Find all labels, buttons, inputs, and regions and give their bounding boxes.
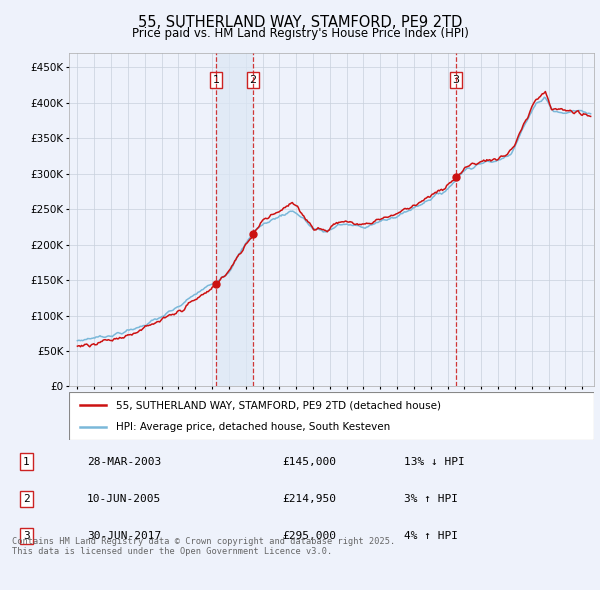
Text: £145,000: £145,000 bbox=[283, 457, 337, 467]
Text: £295,000: £295,000 bbox=[283, 531, 337, 541]
Text: 30-JUN-2017: 30-JUN-2017 bbox=[87, 531, 161, 541]
Text: 3% ↑ HPI: 3% ↑ HPI bbox=[404, 494, 458, 504]
Text: Price paid vs. HM Land Registry's House Price Index (HPI): Price paid vs. HM Land Registry's House … bbox=[131, 27, 469, 40]
Text: 3: 3 bbox=[23, 531, 30, 541]
FancyBboxPatch shape bbox=[69, 392, 594, 440]
Text: HPI: Average price, detached house, South Kesteven: HPI: Average price, detached house, Sout… bbox=[116, 422, 391, 432]
Text: 13% ↓ HPI: 13% ↓ HPI bbox=[404, 457, 464, 467]
Text: 10-JUN-2005: 10-JUN-2005 bbox=[87, 494, 161, 504]
Text: 2: 2 bbox=[23, 494, 30, 504]
Text: 55, SUTHERLAND WAY, STAMFORD, PE9 2TD (detached house): 55, SUTHERLAND WAY, STAMFORD, PE9 2TD (d… bbox=[116, 400, 441, 410]
Text: Contains HM Land Registry data © Crown copyright and database right 2025.
This d: Contains HM Land Registry data © Crown c… bbox=[12, 537, 395, 556]
Text: 2: 2 bbox=[250, 75, 257, 85]
Text: 3: 3 bbox=[452, 75, 460, 85]
Text: £214,950: £214,950 bbox=[283, 494, 337, 504]
Text: 1: 1 bbox=[23, 457, 30, 467]
Text: 1: 1 bbox=[212, 75, 220, 85]
Bar bbox=[216, 53, 253, 386]
Text: 4% ↑ HPI: 4% ↑ HPI bbox=[404, 531, 458, 541]
Text: 28-MAR-2003: 28-MAR-2003 bbox=[87, 457, 161, 467]
Text: 55, SUTHERLAND WAY, STAMFORD, PE9 2TD: 55, SUTHERLAND WAY, STAMFORD, PE9 2TD bbox=[138, 15, 462, 30]
